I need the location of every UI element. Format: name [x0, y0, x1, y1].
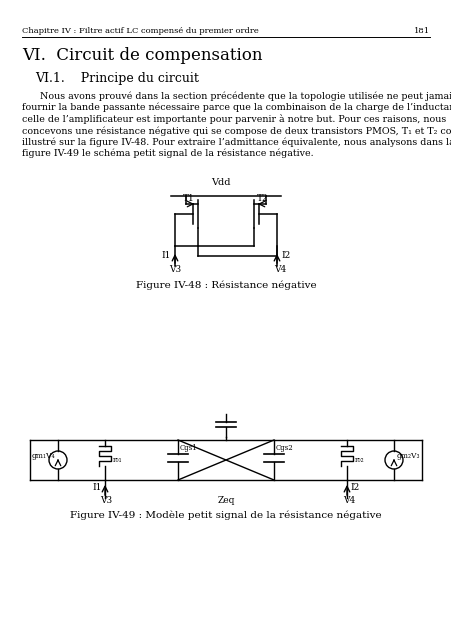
Text: T2: T2 [257, 194, 268, 203]
Text: figure IV-49 le schéma petit signal de la résistance négative.: figure IV-49 le schéma petit signal de l… [22, 149, 313, 159]
Text: Zeq: Zeq [217, 496, 235, 505]
Text: VI.1.    Principe du circuit: VI.1. Principe du circuit [35, 72, 198, 85]
Text: V4: V4 [342, 496, 354, 505]
Text: Cgs1: Cgs1 [179, 444, 198, 452]
Text: gm₁V₄: gm₁V₄ [32, 452, 55, 460]
Text: r₀₂: r₀₂ [354, 456, 364, 464]
Text: I2: I2 [349, 483, 359, 492]
Text: I2: I2 [281, 251, 290, 260]
Text: VI.  Circuit de compensation: VI. Circuit de compensation [22, 47, 262, 64]
Text: Nous avons prouvé dans la section précédente que la topologie utilisée ne peut j: Nous avons prouvé dans la section précéd… [22, 92, 451, 101]
Text: I1: I1 [92, 483, 101, 492]
Text: I1: I1 [161, 251, 170, 260]
Text: Figure IV-49 : Modèle petit signal de la résistance négative: Figure IV-49 : Modèle petit signal de la… [70, 511, 381, 520]
Text: Cgs2: Cgs2 [276, 444, 293, 452]
Text: illustré sur la figure IV-48. Pour extraire l’admittance équivalente, nous analy: illustré sur la figure IV-48. Pour extra… [22, 138, 451, 147]
Text: celle de l’amplificateur est importante pour parvenir à notre but. Pour ces rais: celle de l’amplificateur est importante … [22, 114, 445, 124]
Text: Figure IV-48 : Résistance négative: Figure IV-48 : Résistance négative [135, 280, 316, 290]
Text: fournir la bande passante nécessaire parce que la combinaison de la charge de l’: fournir la bande passante nécessaire par… [22, 103, 451, 113]
Text: Vdd: Vdd [211, 178, 230, 187]
Text: gm₂V₃: gm₂V₃ [396, 452, 419, 460]
Text: concevons une résistance négative qui se compose de deux transistors PMOS, T₁ et: concevons une résistance négative qui se… [22, 126, 451, 136]
Text: V3: V3 [169, 265, 181, 274]
Text: 181: 181 [413, 27, 429, 35]
Text: Chapitre IV : Filtre actif LC compensé du premier ordre: Chapitre IV : Filtre actif LC compensé d… [22, 27, 258, 35]
Text: T1: T1 [183, 194, 194, 203]
Text: V4: V4 [273, 265, 285, 274]
Text: V3: V3 [100, 496, 112, 505]
Text: r₀₁: r₀₁ [113, 456, 122, 464]
